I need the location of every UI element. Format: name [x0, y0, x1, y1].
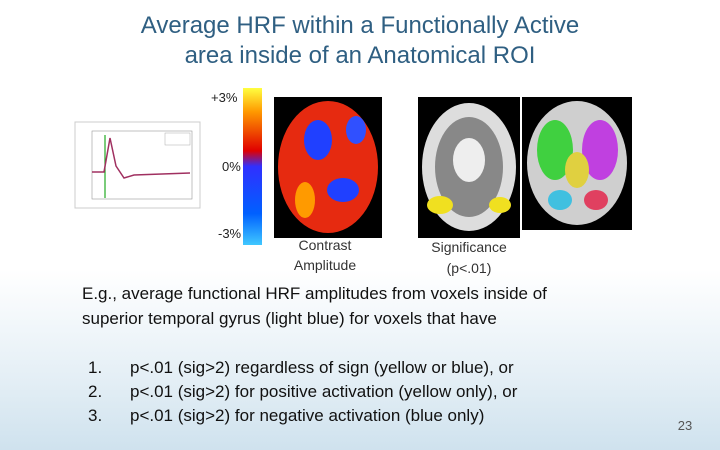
caption: Significance [431, 239, 507, 255]
caption: Contrast [298, 237, 352, 253]
caption: Amplitude [293, 257, 357, 273]
list-number: 2. [88, 382, 103, 401]
list-number: 1. [88, 358, 103, 377]
body-text: E.g., average functional HRF amplitudes … [82, 284, 547, 303]
colorbar-label: 0% [222, 159, 241, 174]
hrf-plot-thumbnail [74, 121, 201, 209]
title: Average HRF within a Functionally Active [140, 12, 580, 39]
list-item: p<.01 (sig>2) for negative activation (b… [130, 406, 485, 425]
colorbar-label: +3% [211, 90, 238, 105]
list-item: p<.01 (sig>2) regardless of sign (yellow… [130, 358, 514, 377]
list-number: 3. [88, 406, 103, 425]
body-text: superior temporal gyrus (light blue) for… [82, 309, 497, 328]
significance-map [418, 97, 520, 238]
caption: (p<.01) [446, 260, 492, 276]
colorbar-label: -3% [218, 226, 242, 241]
title: area inside of an Anatomical ROI [184, 42, 536, 69]
page-number: 23 [678, 418, 692, 433]
contrast-map [274, 97, 382, 238]
colorbar [243, 88, 262, 245]
list-item: p<.01 (sig>2) for positive activation (y… [130, 382, 518, 401]
anatomical-map [522, 97, 632, 230]
